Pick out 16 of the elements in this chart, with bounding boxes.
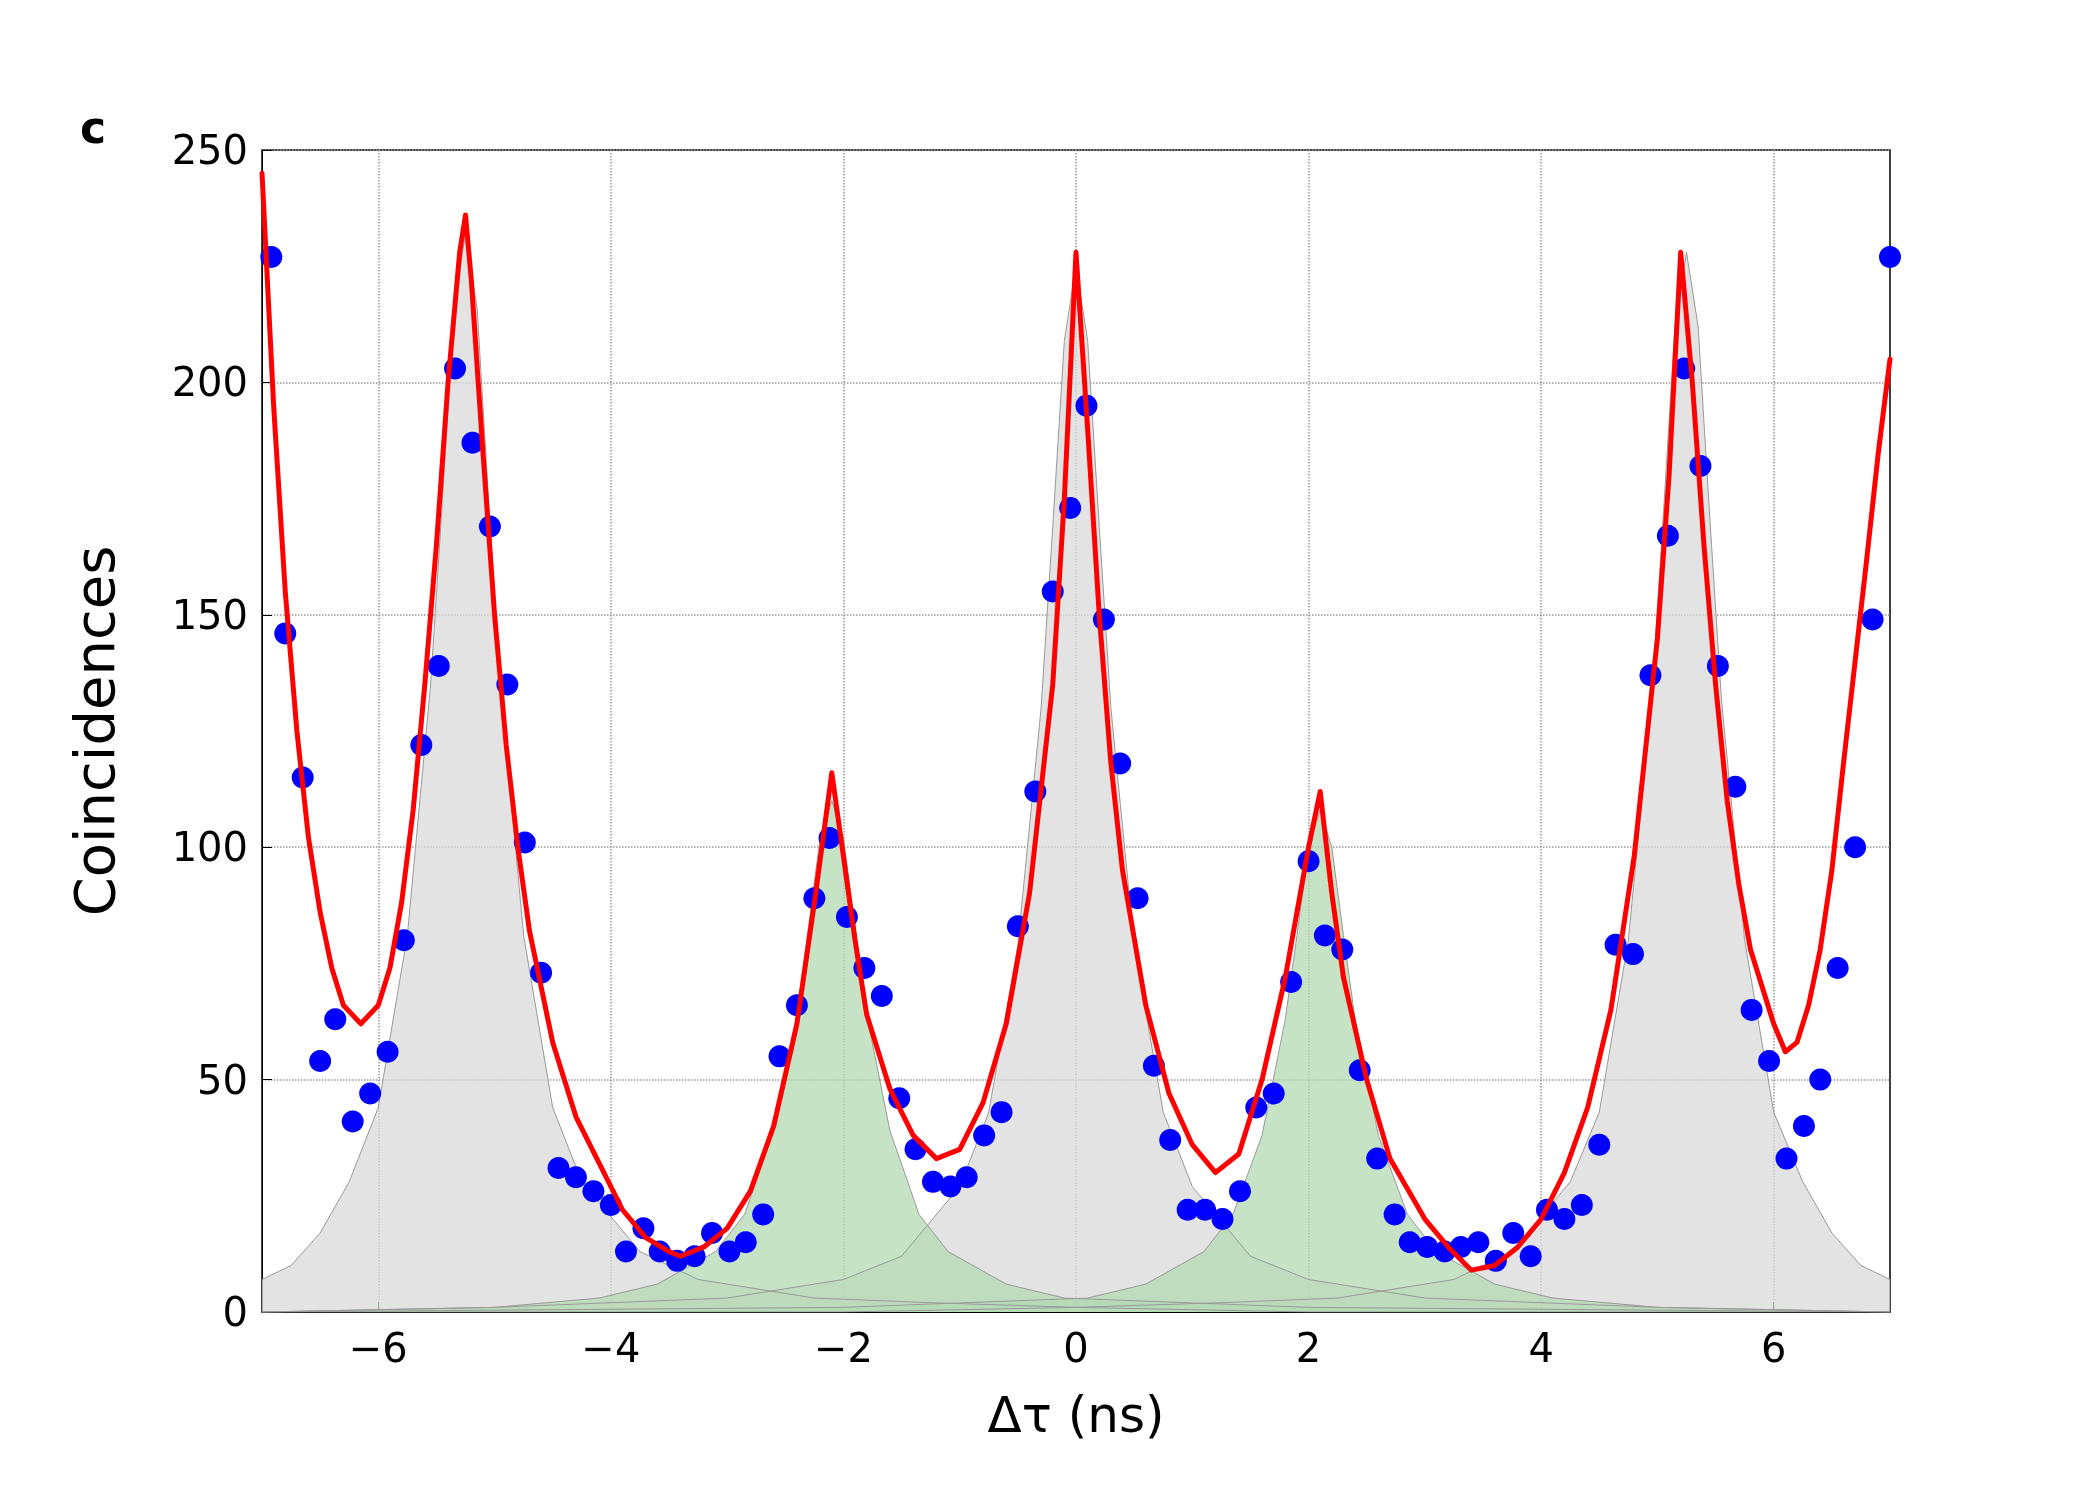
- y-tick-label: 100: [171, 824, 248, 871]
- x-tick-label: −2: [813, 1325, 873, 1371]
- x-tick-label: 2: [1295, 1325, 1322, 1371]
- x-tick-label: −4: [581, 1325, 641, 1371]
- y-tick-label: 0: [222, 1289, 248, 1335]
- y-tick-label: 150: [171, 591, 248, 638]
- x-tick-label: 6: [1760, 1325, 1787, 1371]
- y-tick-label: 50: [197, 1056, 248, 1103]
- x-tick-label: −6: [348, 1325, 408, 1371]
- y-axis-title: Coincidences: [61, 545, 127, 917]
- y-tick-label: 200: [171, 359, 248, 406]
- y-tick-label: 250: [171, 127, 248, 173]
- x-tick-label: 0: [1063, 1325, 1089, 1371]
- chart-title: c: [80, 101, 107, 153]
- x-axis-title: Δτ (ns): [987, 1386, 1165, 1444]
- x-tick-label: 4: [1528, 1325, 1554, 1371]
